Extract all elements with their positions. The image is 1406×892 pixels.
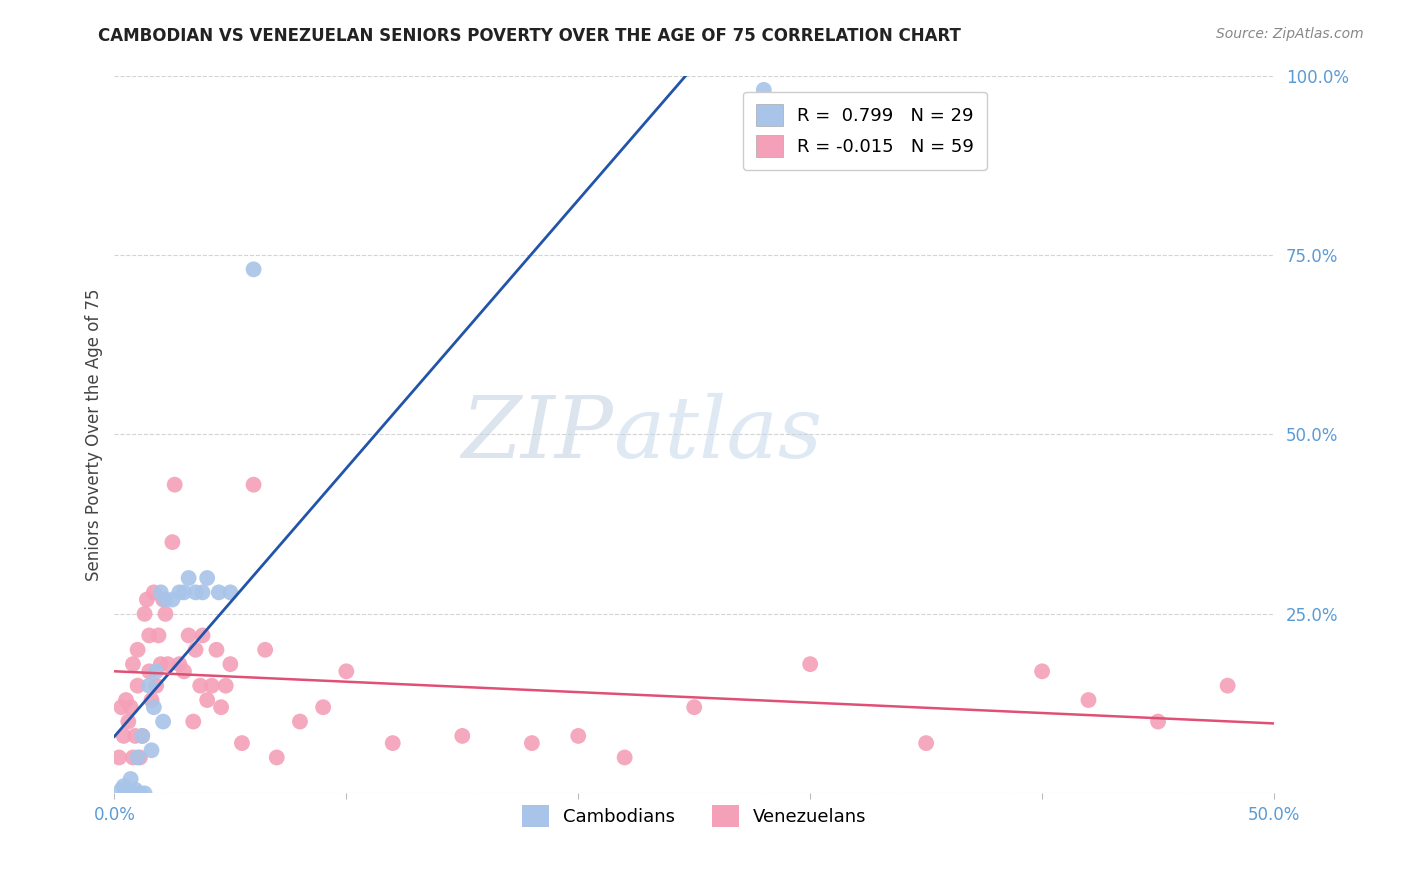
Point [127,679,149,693]
Point [195,571,218,585]
Point [520,736,543,750]
Point [127,750,149,764]
Point [108,750,131,764]
Point [152,592,174,607]
Point [242,477,264,491]
Point [242,262,264,277]
Point [110,700,132,714]
Point [142,585,165,599]
Point [142,700,165,714]
Point [266,750,288,764]
Point [205,642,228,657]
Point [195,693,218,707]
Point [169,585,191,599]
Point [152,714,174,729]
Point [149,585,172,599]
Point [134,786,156,800]
Point [156,657,179,672]
Point [184,642,207,657]
Point [177,571,200,585]
Point [129,786,152,800]
Point [219,585,242,599]
Point [145,665,167,679]
Point [181,714,204,729]
Point [173,585,195,599]
Point [219,657,242,672]
Point [799,657,821,672]
Point [115,782,138,797]
Point [138,628,160,642]
Point [120,700,142,714]
Point [381,736,404,750]
Point [138,665,160,679]
Point [177,628,200,642]
Point [184,585,207,599]
Point [208,585,231,599]
Point [312,700,335,714]
Point [169,657,191,672]
Point [122,750,145,764]
Point [112,779,135,793]
Point [117,786,139,800]
Point [149,657,172,672]
Point [188,679,211,693]
Point [131,729,153,743]
Point [1147,714,1170,729]
Point [131,729,153,743]
Point [163,477,186,491]
Point [145,679,167,693]
Point [141,743,163,757]
Point [124,782,146,797]
Point [155,607,177,621]
Point [613,750,636,764]
Point [115,693,138,707]
Point [567,729,589,743]
Point [135,592,157,607]
Legend: Cambodians, Venezuelans: Cambodians, Venezuelans [515,798,873,835]
Point [141,693,163,707]
Text: atlas: atlas [613,393,823,475]
Point [138,679,160,693]
Point [120,772,142,786]
Point [1216,679,1239,693]
Point [162,592,184,607]
Point [191,628,214,642]
Point [129,750,152,764]
Point [1077,693,1099,707]
Point [173,665,195,679]
Point [122,657,145,672]
Point [915,736,938,750]
Point [1031,665,1053,679]
Point [110,782,132,797]
Point [752,83,775,97]
Point [451,729,474,743]
Text: Source: ZipAtlas.com: Source: ZipAtlas.com [1216,27,1364,41]
Point [127,642,149,657]
Point [209,700,232,714]
Point [112,729,135,743]
Point [124,729,146,743]
Y-axis label: Seniors Poverty Over the Age of 75: Seniors Poverty Over the Age of 75 [86,288,103,581]
Point [155,592,177,607]
Point [134,607,156,621]
Text: CAMBODIAN VS VENEZUELAN SENIORS POVERTY OVER THE AGE OF 75 CORRELATION CHART: CAMBODIAN VS VENEZUELAN SENIORS POVERTY … [98,27,962,45]
Point [117,714,139,729]
Point [683,700,706,714]
Point [148,628,170,642]
Point [335,665,357,679]
Point [162,535,184,549]
Point [254,642,277,657]
Point [191,585,214,599]
Point [215,679,238,693]
Point [201,679,224,693]
Point [288,714,311,729]
Point [231,736,253,750]
Text: ZIP: ZIP [461,393,613,475]
Point [122,786,145,800]
